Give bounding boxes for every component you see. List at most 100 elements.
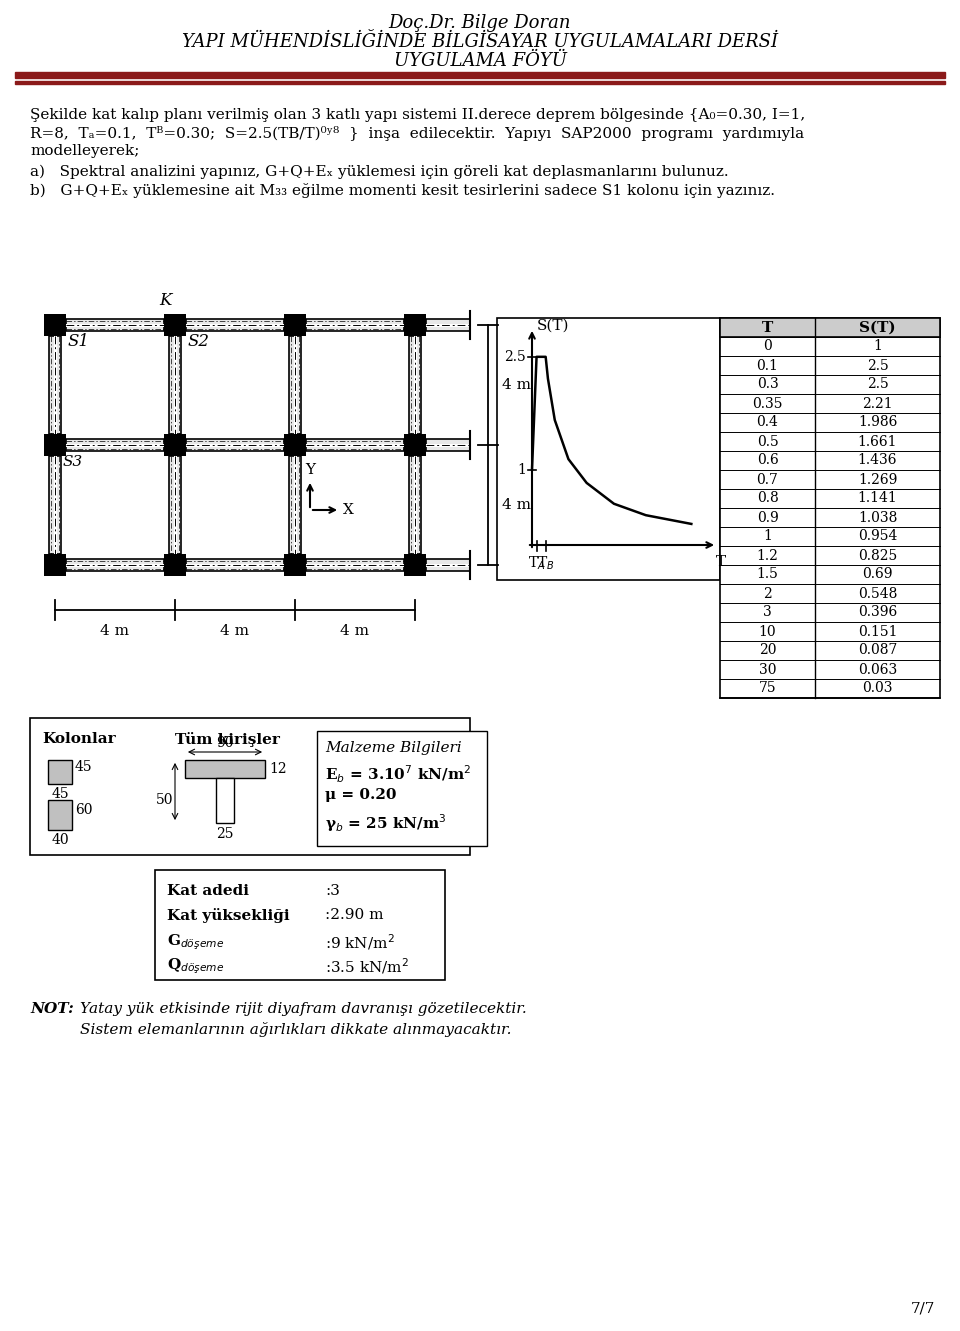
Bar [174, 457, 177, 554]
Text: 4 m: 4 m [502, 498, 531, 512]
Text: 2.5: 2.5 [867, 358, 888, 373]
Text: T: T [762, 321, 773, 334]
Text: 4 m: 4 m [502, 378, 531, 393]
Bar [48, 760, 72, 784]
Text: 1.269: 1.269 [858, 473, 898, 487]
Text: 2: 2 [763, 587, 772, 600]
Bar [497, 318, 720, 580]
Bar [404, 554, 426, 576]
Text: S(T): S(T) [859, 321, 896, 334]
Bar [54, 457, 57, 554]
Bar [404, 314, 426, 335]
Bar [66, 323, 164, 327]
Bar [409, 457, 421, 554]
Text: 60: 60 [75, 803, 92, 817]
Bar [66, 439, 164, 451]
Bar [284, 314, 306, 335]
Text: 2.21: 2.21 [862, 397, 893, 410]
Bar [186, 564, 284, 567]
Text: a)   Spektral analizini yapınız, G+Q+Eₓ yüklemesi için göreli kat deplasmanların: a) Spektral analizini yapınız, G+Q+Eₓ yü… [30, 165, 729, 180]
Text: 0.7: 0.7 [756, 473, 779, 487]
Text: 1: 1 [873, 339, 882, 354]
Text: Malzeme Bilgileri: Malzeme Bilgileri [325, 741, 462, 755]
Bar [66, 319, 164, 331]
Text: 1.2: 1.2 [756, 548, 779, 563]
Bar [30, 717, 470, 855]
Bar [186, 323, 284, 327]
Text: Sistem elemanlarının ağırlıkları dikkate alınmayacaktır.: Sistem elemanlarının ağırlıkları dikkate… [80, 1022, 512, 1037]
Text: 1: 1 [517, 463, 526, 476]
Bar [48, 800, 72, 831]
Text: 25: 25 [216, 827, 233, 841]
Text: 0.548: 0.548 [858, 587, 898, 600]
Text: 2.5: 2.5 [504, 350, 526, 363]
Text: 0.8: 0.8 [756, 491, 779, 506]
Bar [164, 314, 186, 335]
Text: 1.141: 1.141 [857, 491, 898, 506]
Bar [426, 319, 470, 331]
Text: 4 m: 4 m [341, 624, 370, 638]
Text: YAPI MÜHENDİSLİĞİNDE BİLGİSAYAR UYGULAMALARI DERSİ: YAPI MÜHENDİSLİĞİNDE BİLGİSAYAR UYGULAMA… [182, 33, 778, 51]
Bar [289, 335, 301, 434]
Bar [426, 439, 470, 451]
Text: Yatay yük etkisinde rijit diyafram davranışı gözetilecektir.: Yatay yük etkisinde rijit diyafram davra… [80, 1002, 527, 1016]
Text: 0.954: 0.954 [858, 530, 898, 543]
Bar [66, 559, 164, 571]
Text: S2: S2 [188, 333, 210, 350]
Bar [169, 457, 181, 554]
Bar [44, 434, 66, 457]
Bar [426, 443, 470, 446]
Bar [306, 445, 404, 447]
Bar [426, 563, 470, 567]
Text: T: T [716, 555, 726, 568]
Text: modelleyerek;: modelleyerek; [30, 144, 139, 158]
Text: 20: 20 [758, 643, 777, 658]
Bar [66, 564, 164, 567]
Text: NOT:: NOT: [30, 1002, 74, 1016]
Text: 0.9: 0.9 [756, 511, 779, 524]
Bar [306, 559, 404, 571]
Bar [426, 323, 470, 326]
Bar [306, 323, 404, 327]
Bar [306, 319, 404, 331]
Text: UYGULAMA FÖYÜ: UYGULAMA FÖYÜ [394, 52, 566, 71]
Bar [164, 554, 186, 576]
Text: :9 kN/m$^2$: :9 kN/m$^2$ [325, 932, 395, 952]
Text: 0.3: 0.3 [756, 378, 779, 391]
Text: 4 m: 4 m [221, 624, 250, 638]
Text: K: K [158, 291, 171, 309]
Text: :3: :3 [325, 884, 340, 898]
Bar [49, 335, 61, 434]
Bar [294, 457, 297, 554]
Text: 0.1: 0.1 [756, 358, 779, 373]
Bar [284, 554, 306, 576]
Bar [186, 559, 284, 571]
Bar [409, 335, 421, 434]
Bar [66, 445, 164, 447]
Text: 75: 75 [758, 681, 777, 696]
Text: 1.038: 1.038 [858, 511, 898, 524]
Text: E$_b$ = 3.10$^7$ kN/m$^2$: E$_b$ = 3.10$^7$ kN/m$^2$ [325, 764, 471, 785]
Text: 0.5: 0.5 [756, 434, 779, 449]
Text: 1.986: 1.986 [858, 415, 898, 430]
Bar [720, 318, 940, 697]
Bar [284, 434, 306, 457]
Text: 1.436: 1.436 [857, 454, 898, 467]
Text: 45: 45 [51, 787, 69, 801]
Bar [306, 564, 404, 567]
Bar [186, 445, 284, 447]
Bar [426, 559, 470, 571]
Bar [414, 457, 417, 554]
Text: 4 m: 4 m [101, 624, 130, 638]
Text: 0.087: 0.087 [858, 643, 898, 658]
Text: T$_A$: T$_A$ [528, 555, 545, 572]
Bar [414, 335, 417, 434]
Bar [185, 760, 265, 779]
Bar [186, 319, 284, 331]
Text: 0.03: 0.03 [862, 681, 893, 696]
Bar [164, 434, 186, 457]
Text: 0: 0 [763, 339, 772, 354]
Text: 1.5: 1.5 [756, 567, 779, 582]
Bar [174, 335, 177, 434]
Text: 0.825: 0.825 [858, 548, 898, 563]
